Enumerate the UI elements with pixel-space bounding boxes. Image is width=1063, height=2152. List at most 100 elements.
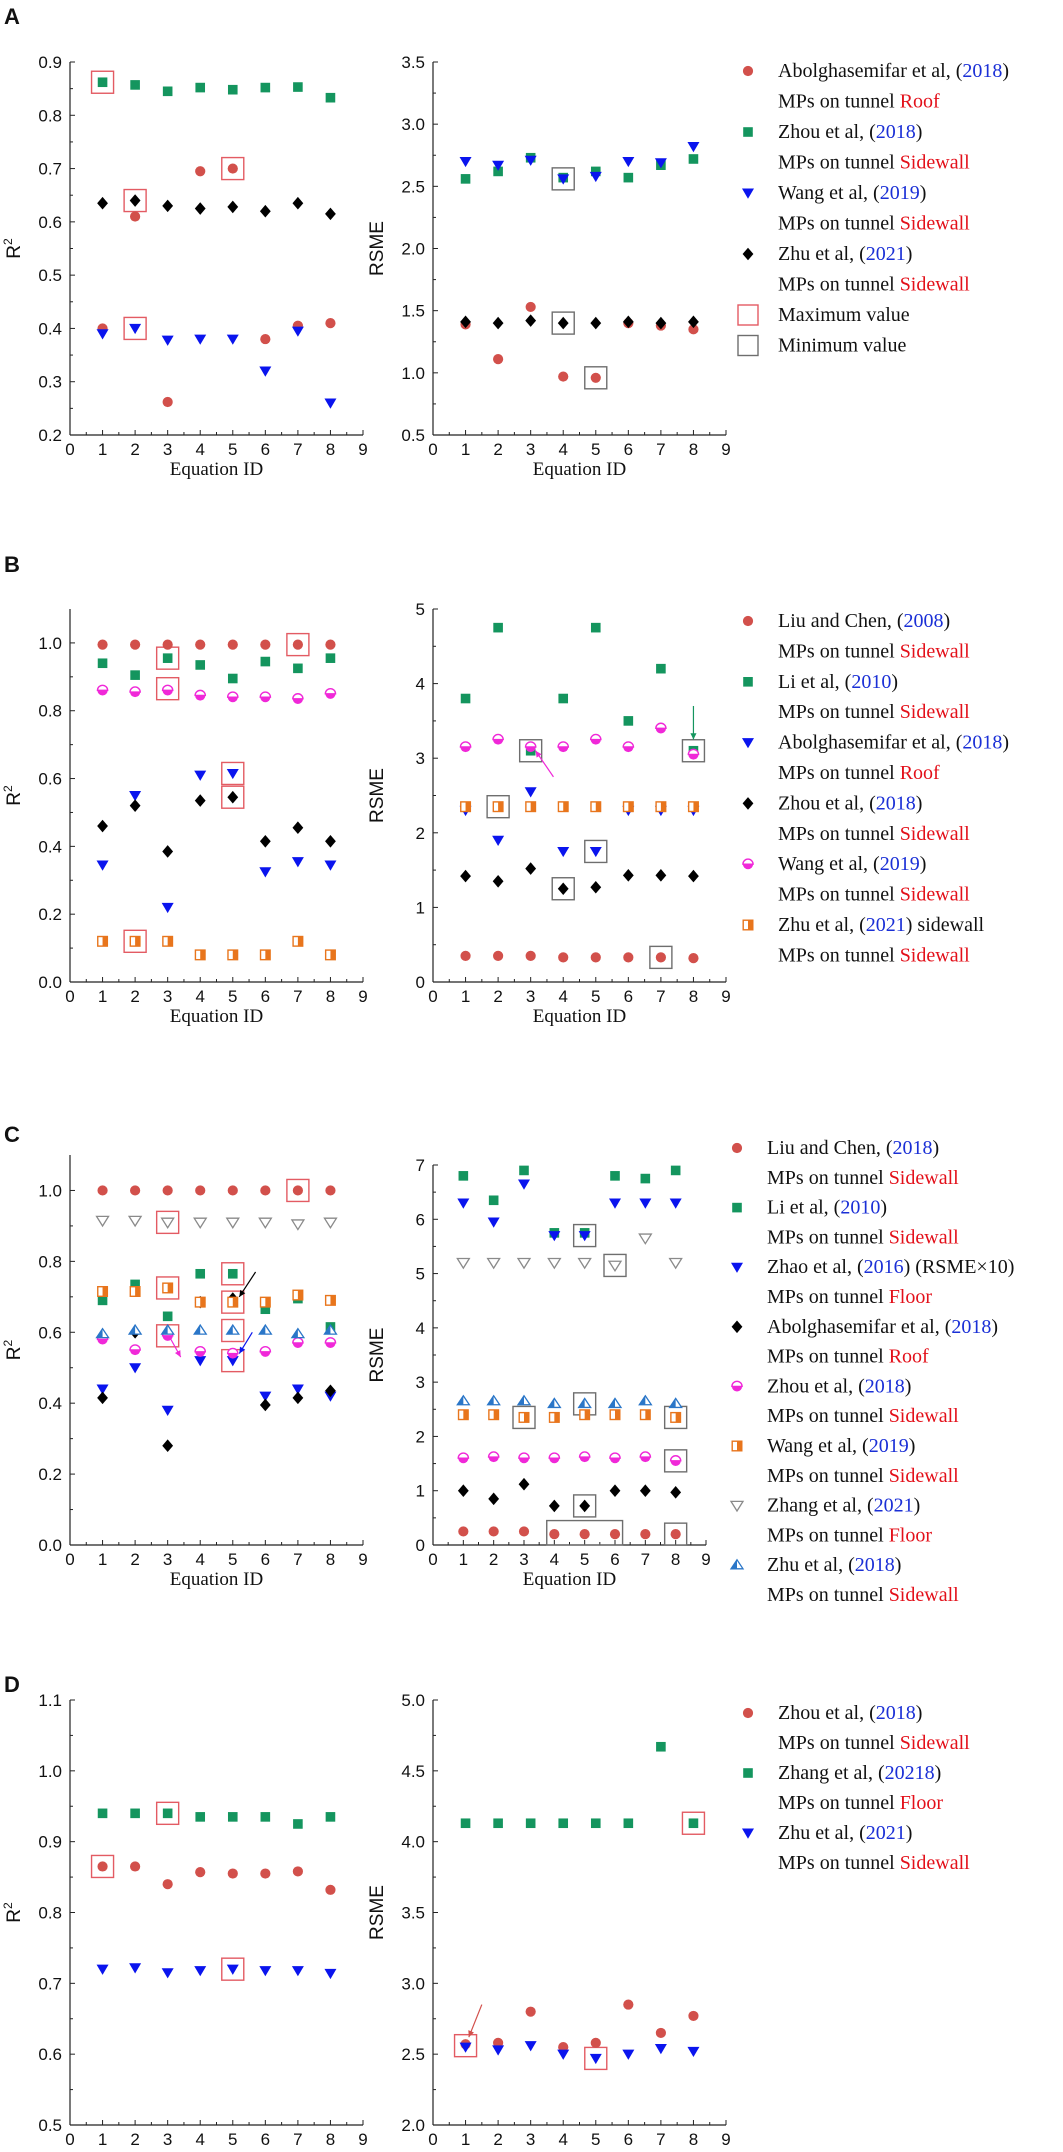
y-tick-label: 1.1 — [38, 1691, 62, 1710]
point-zhou-eq7-half — [292, 1342, 303, 1349]
x-tick-label: 9 — [358, 2130, 367, 2149]
max-value-box — [286, 632, 310, 657]
y-axis-label: RSME — [367, 1328, 388, 1383]
max-value-box — [155, 1801, 180, 1826]
point-zhou-eq7 — [293, 82, 303, 92]
point-zhang-eq8 — [325, 1812, 336, 1822]
y-tick-label: 0.7 — [38, 160, 62, 179]
point-liu-and-chen-eq4 — [549, 1529, 560, 1540]
point-abolghasemifar-eq7 — [639, 1484, 651, 1498]
legend-author: Zhao et al, ( — [767, 1256, 864, 1278]
legend-entry: Zhao et al, (2016) (RSME×10) — [767, 1256, 1014, 1278]
x-tick-label: 7 — [656, 2130, 665, 2149]
point-zhu-eq5-half — [595, 801, 601, 812]
point-wang-eq8-half — [330, 1295, 336, 1306]
y-tick-label: 1.0 — [401, 364, 425, 383]
point-zhao-eq1 — [96, 1384, 109, 1395]
point-wang-eq5-half — [232, 1297, 238, 1307]
x-tick-label: 1 — [98, 440, 107, 459]
point-zhu-eq8 — [688, 315, 699, 329]
legend-marker — [742, 615, 754, 627]
point-zhou-eq2 — [130, 80, 140, 90]
x-axis-label: Equation ID — [170, 1569, 263, 1590]
point-zhou-eq6 — [260, 82, 271, 93]
point-zhang-eq2 — [130, 1808, 140, 1819]
point-abolghasemifar-eq3 — [162, 1439, 174, 1453]
legend-location: MPs on tunnel Sidewall — [767, 1584, 959, 1606]
point-zhang-eq8 — [688, 1818, 699, 1829]
x-tick-label: 2 — [493, 2130, 502, 2149]
y-tick-label: 0.5 — [401, 426, 425, 445]
legend-entry: Zhu et al, (2021) sidewall — [778, 914, 985, 936]
legend-marker — [742, 1707, 754, 1719]
point-zhang-eq5 — [225, 1217, 240, 1229]
point-zhu-eq1 — [96, 1964, 109, 1975]
min-value-box — [663, 1449, 688, 1473]
point-zhou-eq3 — [162, 1879, 173, 1890]
point-zhu-eq4 — [194, 202, 206, 215]
point-wang-eq2-half — [493, 739, 504, 745]
y-tick-label: 2.5 — [401, 177, 425, 196]
point-wang-eq3-half — [524, 1412, 529, 1423]
point-zhu-eq5-half — [578, 1398, 585, 1408]
legend-marker — [742, 738, 754, 749]
point-zhou-eq8-half — [325, 1342, 336, 1349]
legend-marker-half — [731, 1559, 737, 1569]
x-tick-label: 3 — [526, 440, 535, 459]
panel-c-rmse-plot: 0 1 2 3 4 5 6 7 8 9 0 1 2 3 4 5 6 7 Equation ID RSME — [367, 1156, 711, 1590]
min-value-box — [551, 311, 575, 335]
point-liu-and-chen-eq8 — [325, 1185, 336, 1196]
legend-author: Wang et al, ( — [778, 182, 880, 204]
point-wang-eq1-half — [102, 1286, 108, 1297]
annotation-arrowhead — [468, 2030, 474, 2038]
point-zhang-eq7 — [293, 1819, 303, 1829]
point-wang-eq5 — [226, 691, 239, 698]
x-tick-label: 0 — [65, 440, 74, 459]
point-liu-and-chen-eq2 — [130, 1185, 141, 1196]
point-zhu-eq5 — [590, 316, 602, 330]
point-zhang-eq2 — [127, 1215, 143, 1228]
point-zhou-eq5 — [227, 1868, 238, 1879]
point-wang-eq5 — [226, 334, 239, 345]
legend-author: Abolghasemifar et al, ( — [778, 60, 963, 82]
panel-c-legend: Liu and Chen, (2018)MPs on tunnel Sidewa… — [729, 1137, 1014, 1606]
point-zhou-eq2 — [487, 1451, 500, 1458]
point-zhou-eq6 — [259, 834, 271, 848]
point-zhang-eq2 — [486, 1257, 501, 1270]
legend-mp-text: MPs on tunnel — [778, 640, 900, 662]
legend-close: ) — [909, 1435, 916, 1457]
legend-close: ) — [1002, 60, 1009, 82]
point-zhu-eq2 — [492, 2045, 505, 2056]
point-wang-eq8 — [324, 688, 337, 695]
x-axis-label: Equation ID — [170, 459, 263, 480]
point-li-eq8 — [325, 653, 336, 663]
legend-year: 2018 — [876, 792, 916, 814]
point-zhu-eq3 — [162, 199, 174, 213]
point-zhu-eq1 — [97, 196, 108, 210]
y-tick-label: 3.0 — [401, 1974, 425, 1993]
legend-entry: Zhu et al, (2021) — [778, 1822, 912, 1844]
legend-author: Zhang et al, ( — [778, 1762, 885, 1784]
x-tick-label: 9 — [721, 2130, 730, 2149]
max-value-box — [221, 1957, 245, 1981]
max-value-box — [155, 676, 180, 701]
y-tick-label: 5.0 — [401, 1691, 425, 1710]
x-tick-label: 8 — [326, 2130, 335, 2149]
point-zhu-eq2 — [129, 194, 141, 207]
legend-loc: Sidewall — [889, 1167, 959, 1189]
legend-close: ) — [891, 671, 898, 693]
max-value-box — [221, 1290, 245, 1314]
point-wang-eq4 — [194, 689, 207, 697]
legend-author: Zhou et al, ( — [778, 1702, 876, 1724]
legend-mp-text: MPs on tunnel — [778, 213, 900, 235]
point-zhang-eq1 — [97, 1808, 108, 1819]
point-zhu-eq8-half — [330, 950, 336, 960]
point-li-eq4 — [558, 693, 569, 704]
y-tick-label: 2 — [416, 824, 425, 843]
point-zhang-eq8 — [323, 1217, 338, 1229]
point-zhou-eq8 — [688, 869, 699, 883]
point-li-eq7 — [640, 1173, 651, 1184]
point-li-eq2 — [130, 670, 140, 680]
point-zhu-eq4-half — [194, 1325, 201, 1335]
point-zhang-eq1 — [456, 1257, 471, 1270]
